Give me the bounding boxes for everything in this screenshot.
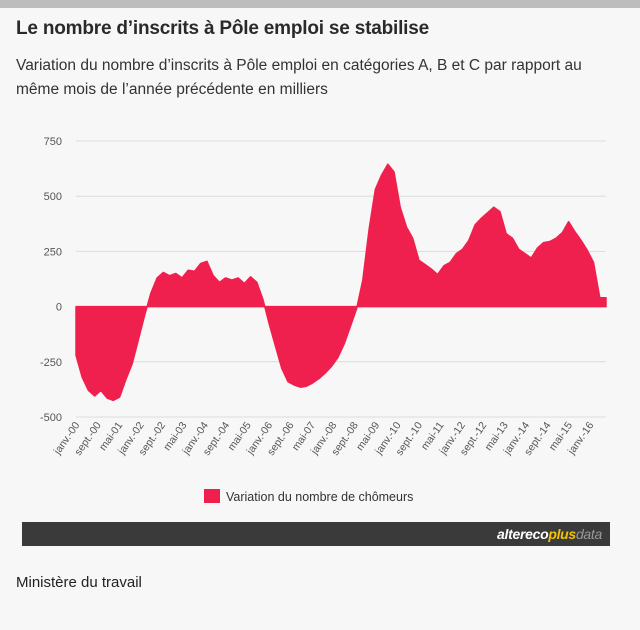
- legend-label: Variation du nombre de chômeurs: [226, 490, 413, 504]
- chart-title: Le nombre d’inscrits à Pôle emploi se st…: [16, 18, 429, 39]
- legend-swatch: [204, 489, 220, 503]
- y-tick-label: 250: [44, 246, 62, 258]
- y-tick-label: 0: [56, 302, 62, 314]
- y-tick-label: 750: [44, 136, 62, 148]
- series-area: [75, 163, 607, 402]
- area-chart: -500-2500250500750janv.-00sept.-00mai-01…: [40, 136, 607, 504]
- chart-subtitle: Variation du nombre d’inscrits à Pôle em…: [16, 57, 582, 98]
- y-tick-label: 500: [44, 191, 62, 203]
- y-tick-label: -500: [40, 412, 62, 424]
- brand-logo: alterecoplusdata: [497, 526, 602, 542]
- brand-bar: alterecoplusdata: [22, 522, 610, 546]
- top-bar: [0, 0, 640, 8]
- y-tick-label: -250: [40, 357, 62, 369]
- source-label: Ministère du travail: [16, 574, 142, 591]
